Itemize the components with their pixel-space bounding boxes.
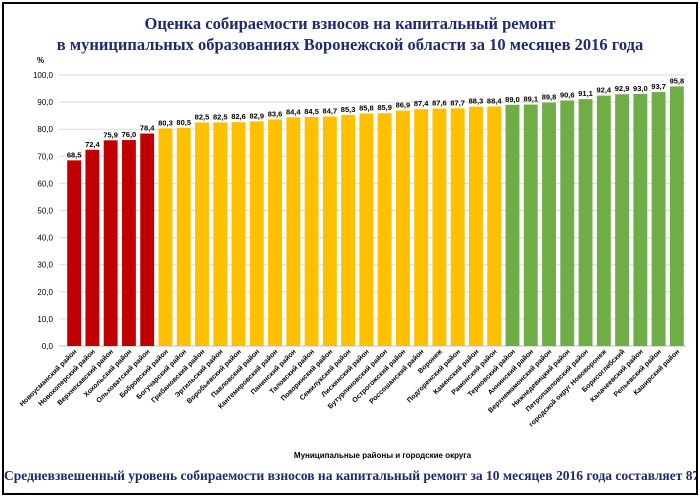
bar-value-label: 85,8 <box>359 103 374 112</box>
bar <box>560 100 575 346</box>
bar <box>85 149 100 346</box>
bar <box>67 160 82 346</box>
bar-value-label: 82,6 <box>231 112 246 121</box>
bar-value-label: 92,9 <box>615 84 630 93</box>
bar-value-label: 90,6 <box>560 90 575 99</box>
y-tick-label: 40,0 <box>37 234 53 243</box>
bar <box>432 108 447 346</box>
y-tick-label: 0,0 <box>42 342 54 351</box>
bar <box>341 114 356 346</box>
bar <box>395 110 410 346</box>
bar <box>596 95 611 346</box>
chart-title: Оценка собираемости взносов на капитальн… <box>4 13 696 55</box>
bar <box>213 122 228 346</box>
bar <box>121 140 136 346</box>
bars <box>67 86 684 347</box>
bar-value-label: 87,7 <box>450 98 465 107</box>
bar-value-label: 78,4 <box>140 124 155 133</box>
bar-value-label: 80,3 <box>158 118 173 127</box>
bar-value-label: 72,4 <box>85 140 100 149</box>
chart-title-line1: Оценка собираемости взносов на капитальн… <box>144 14 556 33</box>
bar <box>450 108 465 346</box>
bar <box>542 102 556 346</box>
y-tick-label: 90,0 <box>37 98 53 107</box>
bar-value-label: 80,5 <box>176 118 191 127</box>
bar-value-label: 83,6 <box>268 109 283 118</box>
bar <box>633 93 648 346</box>
y-tick-label: 100,0 <box>33 71 54 80</box>
bar-value-label: 82,5 <box>195 112 210 121</box>
bar-chart: 0,0 10,0 20,0 30,0 40,0 50,0 60,0 70,0 80,0 90,0 1… <box>18 56 686 460</box>
y-tick-label: 50,0 <box>37 207 53 216</box>
bar <box>359 113 374 347</box>
y-tick-label: 10,0 <box>37 315 53 324</box>
bar <box>505 104 520 346</box>
bar-value-label: 86,9 <box>396 101 411 110</box>
y-tick-label: 80,0 <box>37 125 53 134</box>
bar-value-label: 84,5 <box>304 107 319 116</box>
bar-value-label: 82,5 <box>213 112 228 121</box>
bar <box>523 104 538 346</box>
bar-value-label: 91,1 <box>578 89 593 98</box>
y-tick-label: 30,0 <box>37 261 53 270</box>
bar <box>304 117 319 346</box>
bar <box>286 117 301 346</box>
bar <box>487 106 502 346</box>
y-axis-ticks: 0,0 10,0 20,0 30,0 40,0 50,0 60,0 70,0 80,0 90,0 1… <box>33 71 54 351</box>
y-tick-label: 70,0 <box>37 152 53 161</box>
bar <box>669 86 684 346</box>
bar-value-label: 85,3 <box>341 105 356 114</box>
bar <box>231 122 246 347</box>
bar-value-label: 84,7 <box>323 106 338 115</box>
bar-value-label: 89,0 <box>505 95 520 104</box>
bar-value-label: 92,4 <box>597 86 612 95</box>
bar <box>268 119 282 346</box>
bar-value-label: 76,0 <box>122 130 137 139</box>
x-axis-label: Муниципальные районы и городские округа <box>294 451 472 460</box>
bar-value-label: 68,5 <box>67 150 82 159</box>
bar-value-label: 88,4 <box>487 96 502 105</box>
bar <box>158 128 173 346</box>
bar-value-label: 95,8 <box>670 76 685 85</box>
chart-title-line2: в муниципальных образованиях Воронежской… <box>56 35 644 54</box>
chart-footer-note: Средневзвешенный уровень собираемости вз… <box>4 468 698 483</box>
bar <box>469 106 483 346</box>
bar <box>377 113 392 346</box>
bar-value-label: 93,7 <box>651 82 666 91</box>
bar-value-label: 89,1 <box>523 95 538 104</box>
bar-value-label: 82,9 <box>249 111 264 120</box>
bar <box>103 140 118 346</box>
y-tick-label: 20,0 <box>37 288 53 297</box>
bar <box>414 109 429 346</box>
bar-value-label: 89,8 <box>542 93 557 102</box>
bar <box>249 121 264 346</box>
bar <box>176 127 191 346</box>
bar-value-label: 84,4 <box>286 107 301 116</box>
bar-value-label: 87,4 <box>414 99 429 108</box>
bar <box>615 94 630 346</box>
bar-value-label: 85,9 <box>377 103 392 112</box>
bar <box>195 122 209 346</box>
bar <box>651 92 666 346</box>
bar-value-label: 87,6 <box>432 99 447 108</box>
y-tick-label: 60,0 <box>37 179 53 188</box>
bar-value-label: 75,9 <box>103 130 118 139</box>
y-axis-label: % <box>37 56 44 65</box>
bar-value-label: 93,0 <box>633 84 648 93</box>
value-labels: 68,572,475,9 76,078,480,3 80,582,5 82,5 82,6… <box>67 76 684 159</box>
bar-value-label: 88,3 <box>469 97 484 106</box>
bar <box>578 99 593 346</box>
bar <box>322 116 337 346</box>
bar <box>140 133 155 346</box>
